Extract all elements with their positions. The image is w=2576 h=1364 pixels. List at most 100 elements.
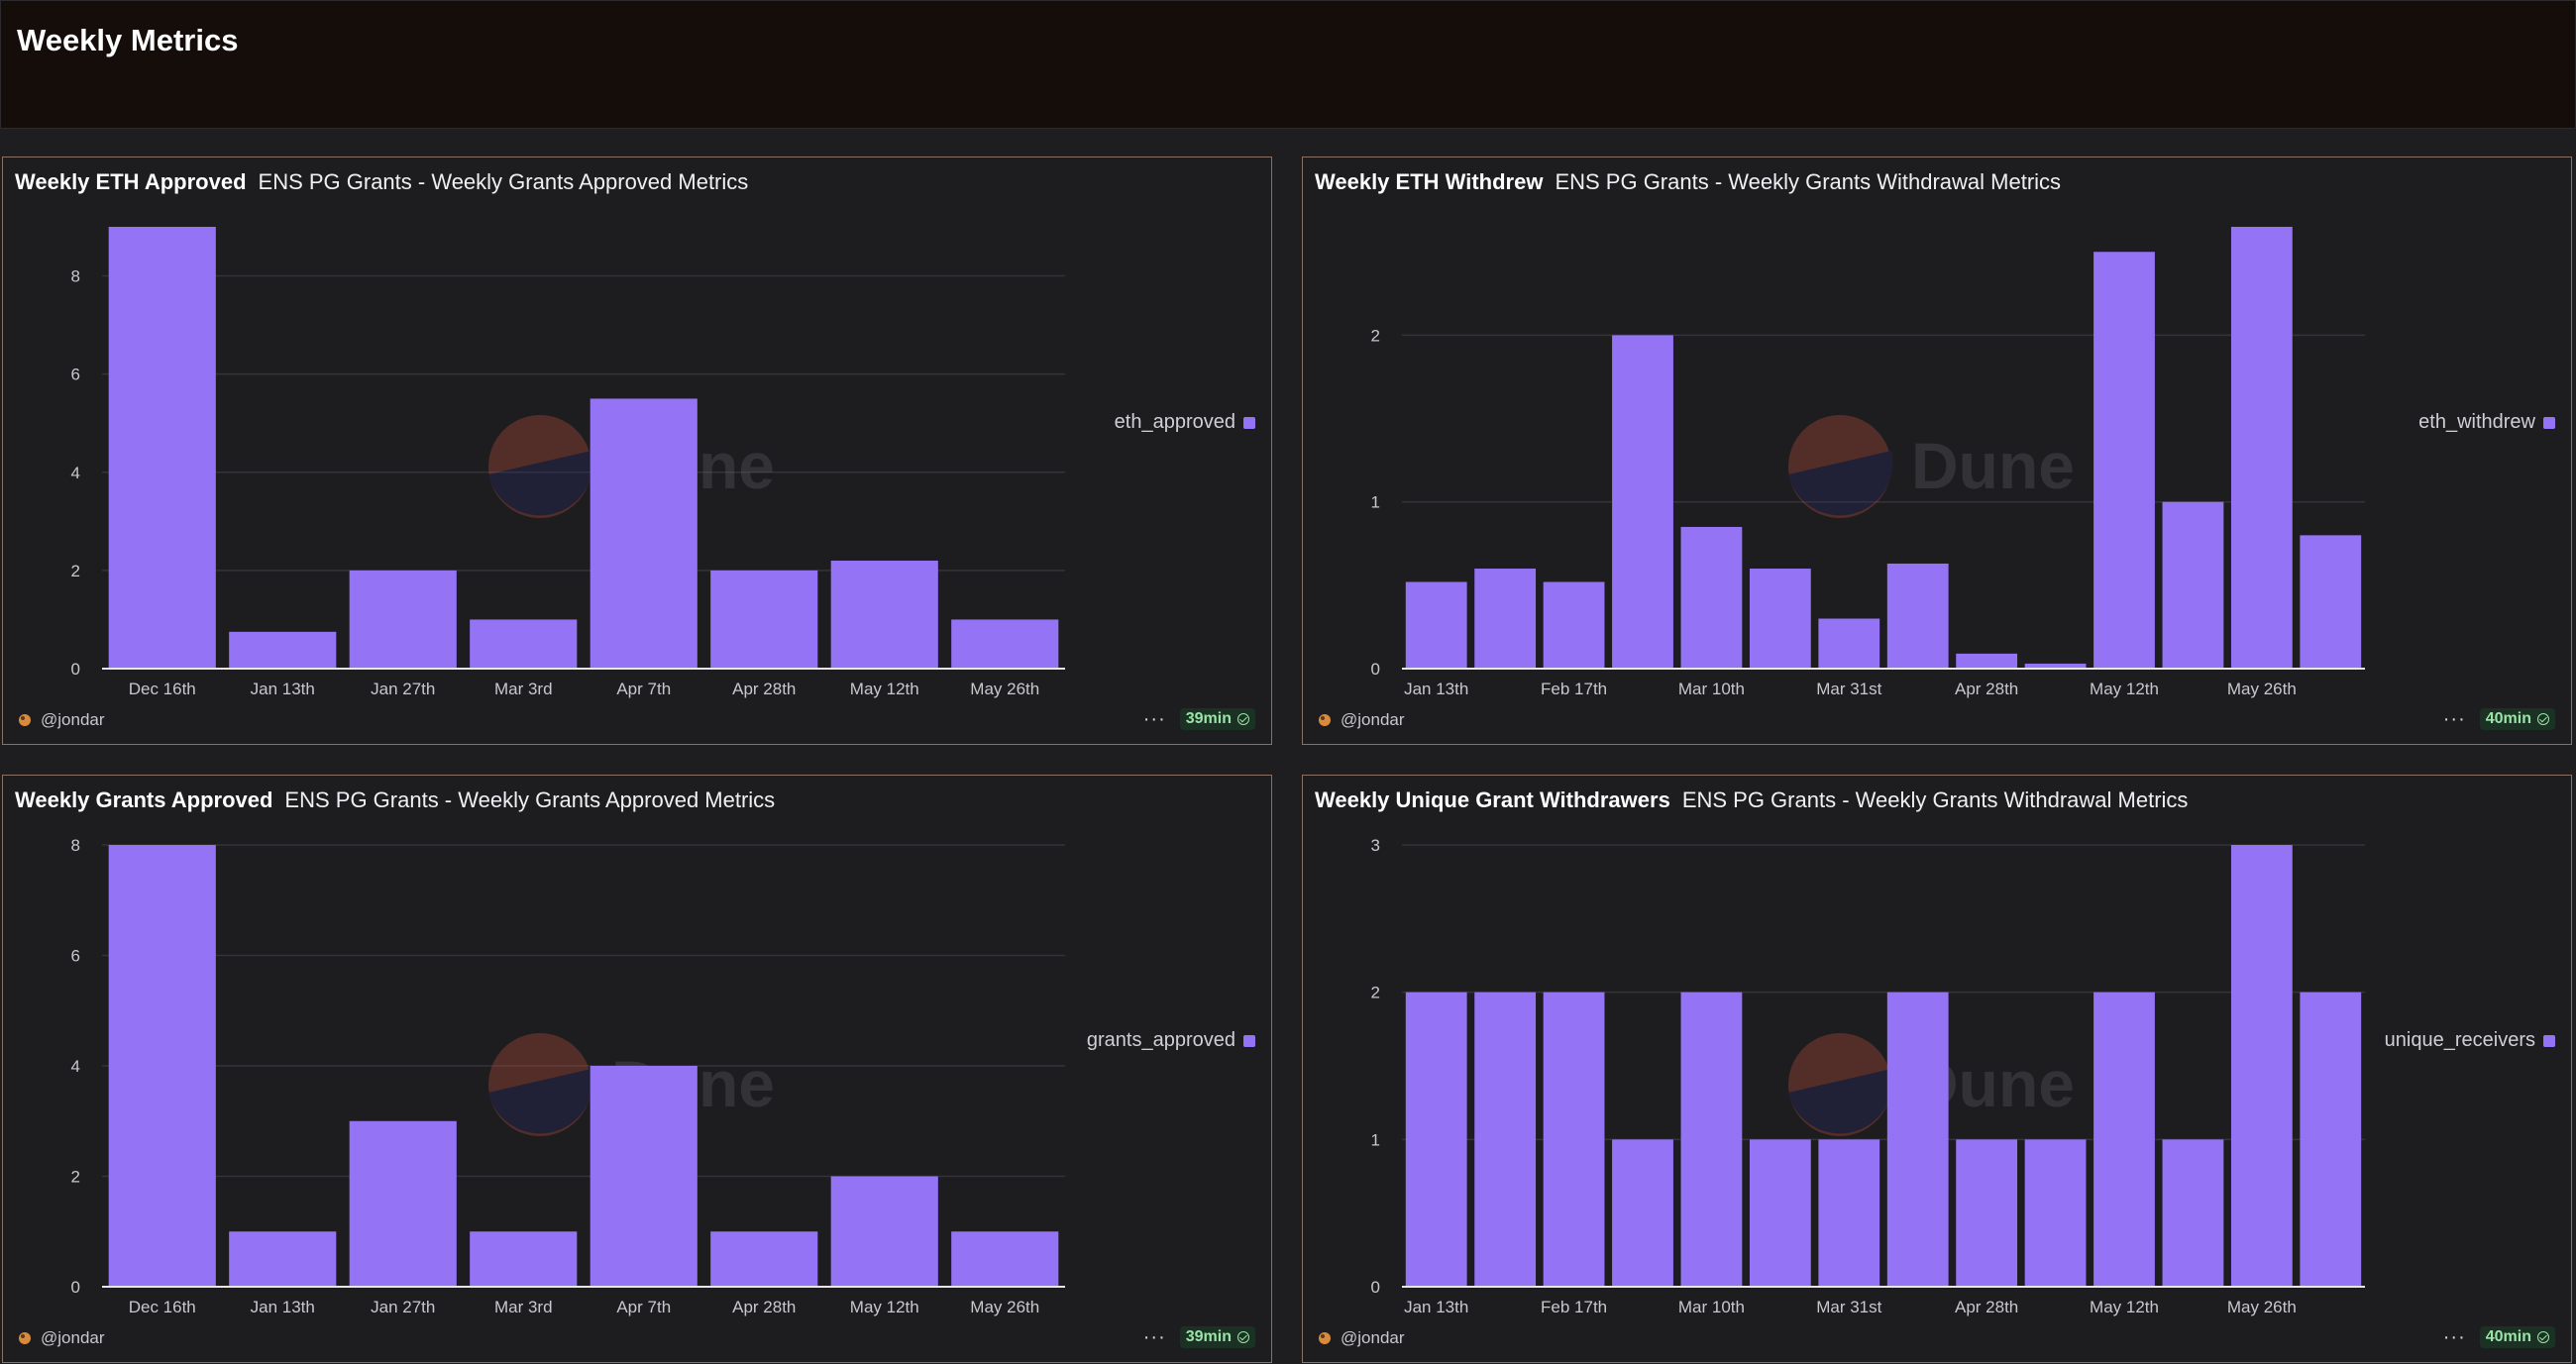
bar[interactable] bbox=[2162, 1139, 2224, 1287]
bar[interactable] bbox=[2093, 992, 2155, 1287]
freshness-badge[interactable]: 40min bbox=[2479, 708, 2555, 730]
bar[interactable] bbox=[2300, 535, 2362, 669]
bar[interactable] bbox=[1474, 569, 1537, 669]
query-name-link[interactable]: ENS PG Grants - Weekly Grants Withdrawal… bbox=[1555, 169, 2062, 194]
query-name-link[interactable]: ENS PG Grants - Weekly Grants Approved M… bbox=[258, 169, 749, 194]
x-tick-label: Feb 17th bbox=[1541, 1298, 1607, 1316]
bar[interactable] bbox=[2093, 252, 2155, 669]
bar[interactable] bbox=[1749, 569, 1811, 669]
bar[interactable] bbox=[108, 845, 216, 1287]
legend-label: eth_withdrew bbox=[2418, 411, 2535, 433]
x-tick-label: May 26th bbox=[970, 680, 1039, 698]
bar[interactable] bbox=[2024, 663, 2087, 669]
bar[interactable] bbox=[1818, 618, 1880, 669]
y-tick-label: 0 bbox=[1371, 1278, 1380, 1297]
bar[interactable] bbox=[229, 1231, 337, 1287]
author-link[interactable]: @jondar bbox=[17, 710, 105, 730]
watermark-logo-bottom bbox=[488, 1069, 593, 1134]
author-link[interactable]: @jondar bbox=[17, 1328, 105, 1348]
chart-legend: unique_receivers bbox=[2385, 1029, 2555, 1052]
page-title: Weekly Metrics bbox=[17, 23, 239, 57]
check-circle-icon bbox=[2537, 1331, 2549, 1343]
author-link[interactable]: @jondar bbox=[1317, 710, 1405, 730]
bar[interactable] bbox=[1612, 335, 1673, 669]
query-name-link[interactable]: ENS PG Grants - Weekly Grants Approved M… bbox=[284, 787, 776, 812]
bar[interactable] bbox=[349, 570, 457, 669]
dashboard-header: Weekly Metrics bbox=[0, 0, 2576, 129]
bar[interactable] bbox=[710, 570, 818, 669]
freshness-label: 39min bbox=[1185, 710, 1232, 727]
bar[interactable] bbox=[1956, 653, 2018, 669]
avatar bbox=[17, 712, 33, 728]
y-tick-label: 2 bbox=[1371, 984, 1380, 1002]
bar[interactable] bbox=[2230, 227, 2293, 669]
bar[interactable] bbox=[2024, 1139, 2087, 1287]
chart-panel-unique-withdrawers[interactable]: 0 1 2 3 Dune Jan 13th Feb 17th Mar 10th Mar 31st… bbox=[1302, 775, 2572, 1363]
chart-eth-withdrew: 0 1 2 Dune Jan 13th Feb 17th Mar 10th Mar 31st A… bbox=[1371, 227, 2365, 698]
panel-footer-actions: ··· 39min bbox=[1143, 708, 1255, 730]
bar[interactable] bbox=[1474, 992, 1537, 1287]
more-options-icon[interactable]: ··· bbox=[1142, 708, 1166, 730]
bar[interactable] bbox=[830, 1176, 938, 1288]
bar[interactable] bbox=[1680, 526, 1743, 669]
panel-footer-actions: ··· 39min bbox=[1143, 1326, 1255, 1348]
bar[interactable] bbox=[590, 1066, 698, 1287]
author-link[interactable]: @jondar bbox=[1317, 1328, 1405, 1348]
author-name: @jondar bbox=[41, 710, 105, 729]
freshness-label: 40min bbox=[2485, 1328, 2531, 1345]
x-tick-label: Apr 7th bbox=[616, 1298, 671, 1316]
x-tick-label: Apr 7th bbox=[616, 680, 671, 698]
dune-watermark: Dune bbox=[1788, 415, 2075, 518]
bar[interactable] bbox=[2230, 845, 2293, 1287]
bar[interactable] bbox=[1405, 581, 1467, 669]
bar[interactable] bbox=[1543, 581, 1605, 669]
query-name-link[interactable]: ENS PG Grants - Weekly Grants Withdrawal… bbox=[1681, 787, 2189, 812]
bar[interactable] bbox=[470, 619, 578, 669]
legend-label: unique_receivers bbox=[2384, 1029, 2535, 1051]
legend-swatch bbox=[2543, 416, 2555, 429]
bar[interactable] bbox=[1956, 1139, 2018, 1287]
bar[interactable] bbox=[2300, 992, 2362, 1287]
bar[interactable] bbox=[1680, 992, 1743, 1287]
bar[interactable] bbox=[1886, 992, 1949, 1287]
bar[interactable] bbox=[1818, 1139, 1880, 1287]
freshness-badge[interactable]: 39min bbox=[1179, 708, 1255, 730]
bar[interactable] bbox=[951, 619, 1059, 669]
bar[interactable] bbox=[710, 1231, 818, 1287]
watermark-logo-top bbox=[488, 415, 591, 518]
y-tick-label: 0 bbox=[1371, 660, 1380, 679]
more-options-icon[interactable]: ··· bbox=[1142, 1326, 1166, 1348]
bar[interactable] bbox=[108, 227, 216, 669]
more-options-icon[interactable]: ··· bbox=[2442, 708, 2466, 730]
bar[interactable] bbox=[1886, 563, 1949, 669]
avatar bbox=[1317, 712, 1333, 728]
more-options-icon[interactable]: ··· bbox=[2442, 1326, 2466, 1348]
x-tick-label: Dec 16th bbox=[129, 680, 196, 698]
bar[interactable] bbox=[1405, 992, 1467, 1287]
bar[interactable] bbox=[1543, 992, 1605, 1287]
bar[interactable] bbox=[1749, 1139, 1811, 1287]
x-tick-label: Mar 31st bbox=[1816, 680, 1881, 698]
y-tick-label: 2 bbox=[71, 562, 80, 580]
chart-panel-eth-withdrew[interactable]: 0 1 2 Dune Jan 13th Feb 17th Mar 10th Mar 31st A… bbox=[1302, 157, 2572, 745]
bar[interactable] bbox=[2162, 501, 2224, 669]
freshness-badge[interactable]: 40min bbox=[2479, 1326, 2555, 1348]
bar[interactable] bbox=[590, 398, 698, 669]
bar[interactable] bbox=[1612, 1139, 1673, 1287]
freshness-badge[interactable]: 39min bbox=[1179, 1326, 1255, 1348]
x-tick-label: May 12th bbox=[2090, 680, 2159, 698]
bar[interactable] bbox=[951, 1231, 1059, 1287]
legend-label: grants_approved bbox=[1086, 1029, 1235, 1051]
y-tick-label: 3 bbox=[1371, 836, 1380, 855]
bar[interactable] bbox=[349, 1120, 457, 1287]
watermark-logo-top bbox=[1788, 1033, 1891, 1136]
bar[interactable] bbox=[830, 560, 938, 669]
chart-title: Weekly ETH Withdrew bbox=[1315, 169, 1544, 194]
x-tick-label: Mar 3rd bbox=[494, 680, 553, 698]
bar[interactable] bbox=[229, 631, 337, 669]
panel-footer-actions: ··· 40min bbox=[2443, 708, 2555, 730]
bar[interactable] bbox=[470, 1231, 578, 1287]
